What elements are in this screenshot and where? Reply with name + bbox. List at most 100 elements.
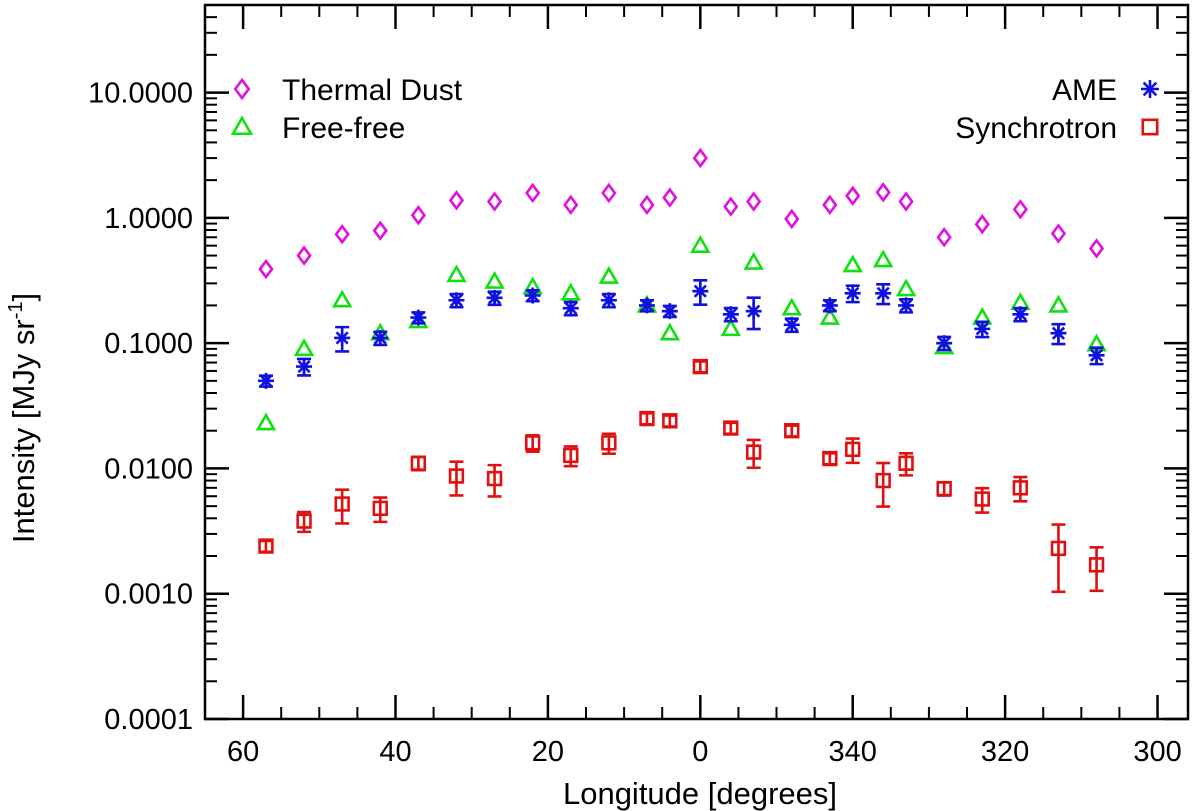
- point-thermal-dust: [1012, 199, 1028, 220]
- x-tick-label: 20: [532, 736, 564, 768]
- point-synchrotron-error-bar: [822, 452, 837, 466]
- legend-marker-ame: [1141, 80, 1159, 98]
- point-free-free: [446, 264, 467, 283]
- x-tick-label: 340: [829, 736, 877, 768]
- point-ame: [410, 309, 427, 326]
- point-synchrotron: [745, 444, 762, 460]
- point-synchrotron: [898, 455, 914, 471]
- point-ame: [257, 372, 274, 389]
- point-synchrotron: [601, 435, 617, 451]
- x-tick-label: 300: [1133, 736, 1181, 768]
- point-thermal-dust: [692, 147, 708, 169]
- point-thermal-dust: [723, 196, 739, 217]
- point-thermal-dust: [662, 187, 678, 208]
- point-free-free: [842, 254, 863, 273]
- point-thermal-dust: [601, 182, 617, 204]
- point-ame: [372, 329, 389, 346]
- point-free-free: [331, 289, 353, 308]
- y-tick-label: 0.0010: [104, 579, 193, 611]
- point-synchrotron-error-bar: [784, 424, 799, 438]
- point-ame: [296, 358, 313, 375]
- point-synchrotron-error-bar: [639, 412, 654, 426]
- point-ame: [1012, 306, 1029, 323]
- point-synchrotron: [296, 513, 312, 529]
- point-free-free: [743, 251, 764, 270]
- point-thermal-dust: [1088, 238, 1105, 259]
- point-synchrotron: [936, 480, 952, 497]
- point-ame: [821, 297, 838, 314]
- legend-label-ame: AME: [1052, 74, 1117, 107]
- point-synchrotron: [692, 358, 709, 375]
- point-thermal-dust: [1050, 223, 1067, 244]
- point-free-free: [819, 306, 841, 325]
- point-ame: [661, 303, 678, 320]
- legend-label-thermal-dust: Thermal Dust: [282, 74, 463, 107]
- point-synchrotron-error-bar: [258, 539, 273, 554]
- point-synchrotron: [524, 435, 541, 451]
- point-synchrotron: [845, 441, 861, 458]
- point-synchrotron-error-bar: [1051, 523, 1066, 594]
- point-thermal-dust: [448, 190, 465, 211]
- point-synchrotron-error-bar: [487, 463, 502, 498]
- point-thermal-dust: [898, 191, 914, 212]
- point-free-free: [560, 282, 582, 301]
- x-axis-label: Longitude [degrees]: [563, 776, 837, 811]
- point-synchrotron-error-bar: [411, 455, 426, 472]
- point-free-free: [484, 270, 505, 289]
- point-ame: [600, 292, 617, 309]
- x-tick-label: 60: [227, 736, 259, 768]
- legend-label-free-free: Free-free: [282, 112, 405, 145]
- y-tick-label: 1.0000: [104, 203, 193, 235]
- y-axis-label: Intensity [MJy sr-1]: [5, 293, 41, 543]
- point-ame: [974, 320, 991, 337]
- point-thermal-dust: [372, 220, 388, 241]
- point-ame: [692, 283, 709, 300]
- point-free-free: [690, 235, 711, 253]
- point-synchrotron: [662, 413, 678, 429]
- y-axis-label-superscript: -1: [5, 301, 27, 319]
- point-free-free: [781, 297, 802, 316]
- x-tick-label: 320: [981, 736, 1029, 768]
- point-synchrotron: [1012, 480, 1029, 496]
- point-ame: [898, 297, 915, 314]
- point-free-free: [895, 278, 917, 297]
- point-synchrotron: [1050, 540, 1067, 557]
- point-thermal-dust: [334, 224, 350, 245]
- legend-marker-free-free: [230, 115, 254, 136]
- point-thermal-dust: [875, 182, 891, 203]
- point-thermal-dust: [936, 227, 952, 248]
- point-thermal-dust: [822, 194, 838, 216]
- y-tick-label: 0.0100: [104, 453, 193, 485]
- point-ame: [1088, 347, 1105, 364]
- legend-label-synchrotron: Synchrotron: [955, 112, 1117, 145]
- point-thermal-dust: [486, 191, 503, 212]
- y-tick-label: 0.1000: [104, 328, 193, 360]
- point-ame: [936, 335, 953, 352]
- point-free-free: [598, 265, 620, 284]
- legend: Thermal Dust Free-free AME Synchrotron: [230, 74, 1159, 145]
- point-free-free: [1048, 294, 1069, 313]
- point-synchrotron: [822, 450, 838, 467]
- point-thermal-dust: [296, 245, 312, 266]
- series-ame: [257, 279, 1105, 389]
- point-synchrotron-error-bar: [449, 460, 464, 497]
- point-free-free: [720, 318, 742, 337]
- point-synchrotron-error-bar: [723, 421, 738, 436]
- data-marks: [255, 147, 1107, 594]
- point-synchrotron-error-bar: [335, 488, 350, 525]
- point-synchrotron-error-bar: [1089, 546, 1104, 593]
- point-synchrotron-error-bar: [746, 438, 761, 470]
- y-tick-label: 10.0000: [88, 78, 193, 110]
- point-thermal-dust: [639, 194, 655, 216]
- point-synchrotron: [639, 410, 655, 427]
- point-synchrotron: [875, 472, 891, 489]
- y-axis-label-tail: ]: [6, 293, 41, 302]
- point-thermal-dust: [784, 208, 800, 230]
- point-synchrotron-error-bar: [937, 481, 952, 497]
- point-free-free: [659, 322, 681, 341]
- point-ame: [745, 303, 762, 320]
- point-synchrotron: [486, 470, 503, 487]
- point-free-free: [255, 412, 277, 431]
- point-synchrotron: [1088, 557, 1105, 573]
- point-ame: [1050, 325, 1067, 342]
